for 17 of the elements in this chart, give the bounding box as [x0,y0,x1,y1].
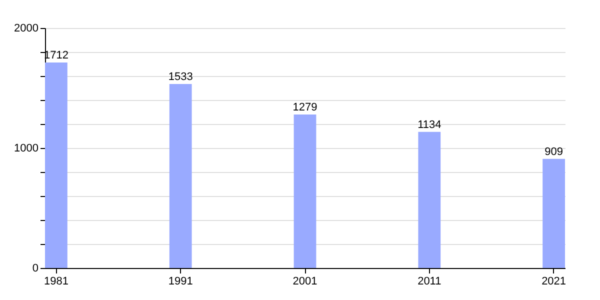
x-tick-label: 2001 [292,276,318,288]
x-tick-label: 1991 [168,276,193,288]
bar [418,132,441,268]
bar [45,62,68,268]
x-tick-label: 2021 [542,276,566,288]
bar [294,114,316,268]
data-label: 909 [544,146,563,158]
y-tick-label: 2000 [14,22,38,34]
bar [169,84,192,268]
data-label: 1533 [168,71,193,84]
y-tick-label: 1000 [14,142,38,154]
bar [542,158,565,268]
data-label: 1279 [292,102,318,114]
y-tick-label: 0 [32,262,38,274]
data-label: 1134 [418,118,442,131]
x-tick-label: 1981 [44,276,68,288]
x-tick-label: 2011 [418,276,442,288]
